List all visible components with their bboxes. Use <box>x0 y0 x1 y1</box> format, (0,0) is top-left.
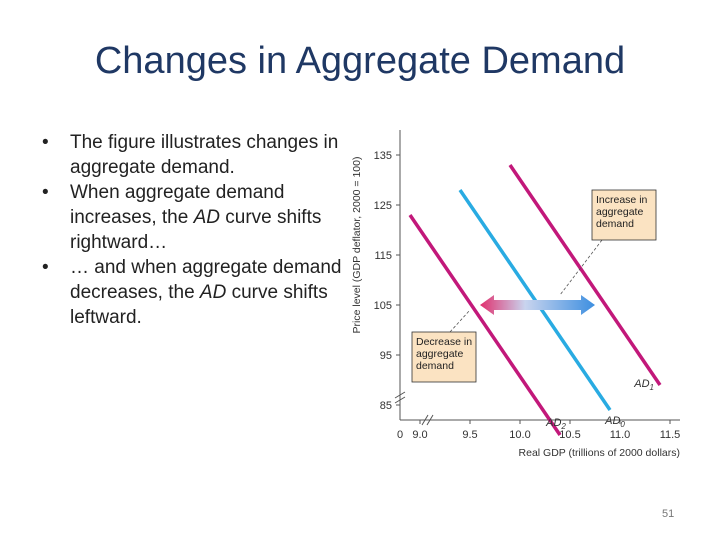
bullet-item: The figure illustrates changes in aggreg… <box>40 130 360 180</box>
x-axis-break <box>421 414 434 426</box>
increase-arrow <box>525 295 595 315</box>
bullet-text: When aggregate demand increases, the <box>70 182 285 228</box>
y-tick-label: 115 <box>374 250 392 262</box>
annotation-box-increase <box>591 189 657 241</box>
slide-title: Changes in Aggregate Demand <box>94 40 626 82</box>
decrease-arrow <box>480 295 525 315</box>
page-number: 51 <box>662 508 675 520</box>
y-axis-break <box>394 391 406 404</box>
annotation-text-decrease: Decrease in <box>416 336 472 348</box>
annotation-text-increase: demand <box>596 218 634 230</box>
x-tick-label: 9.0 <box>412 429 427 441</box>
y-tick-label: 85 <box>380 400 392 412</box>
x-tick-label: 0 <box>397 429 403 441</box>
x-tick-label: 10.0 <box>509 429 530 441</box>
x-tick-label: 11.5 <box>660 429 681 441</box>
annotation-leader-increase <box>559 239 603 296</box>
bullet-item: … and when aggregate demand decreases, t… <box>40 255 360 330</box>
x-axis-label: Real GDP (trillions of 2000 dollars) <box>519 447 680 459</box>
bullet-item: When aggregate demand increases, the AD … <box>40 180 360 255</box>
aggregate-demand-chart: 85 95 105 115 125 135 0 9.0 9.5 10.0 10.5 11.0 11.5 P… <box>351 130 681 459</box>
annotation-text-decrease: aggregate <box>416 348 463 360</box>
y-tick-label: 125 <box>374 200 392 212</box>
annotation-text-increase: Increase in <box>596 194 648 206</box>
series-label-ad2: AD2 <box>545 417 566 431</box>
bullet-list: The figure illustrates changes in aggreg… <box>40 130 360 330</box>
x-tick-label: 9.5 <box>462 429 477 441</box>
bullet-text: The figure illustrates changes in aggreg… <box>70 132 339 178</box>
series-line-ad2 <box>408 214 562 436</box>
annotation-text-decrease: demand <box>416 360 454 372</box>
y-tick-label: 95 <box>380 350 392 362</box>
y-axis-label: Price level (GDP deflator, 2000 = 100) <box>351 157 363 334</box>
bullet-italic-term: AD <box>193 207 220 228</box>
bullet-text: curve shifts leftward. <box>70 282 328 328</box>
annotation-box-decrease <box>411 331 477 383</box>
annotation-leader-decrease <box>449 309 471 333</box>
x-tick-label: 11.0 <box>610 429 631 441</box>
bullet-text: curve shifts rightward… <box>70 207 322 253</box>
y-tick-label: 105 <box>374 300 392 312</box>
x-tick-label: 10.5 <box>559 429 580 441</box>
series-label-ad1: AD1 <box>633 378 654 392</box>
series-label-ad0: AD0 <box>604 415 625 429</box>
bullet-text: … and when aggregate demand decreases, t… <box>70 257 342 303</box>
y-tick-label: 135 <box>374 150 392 162</box>
annotation-text-increase: aggregate <box>596 206 643 218</box>
series-line-ad1 <box>508 164 662 386</box>
bullet-italic-term: AD <box>199 282 227 303</box>
